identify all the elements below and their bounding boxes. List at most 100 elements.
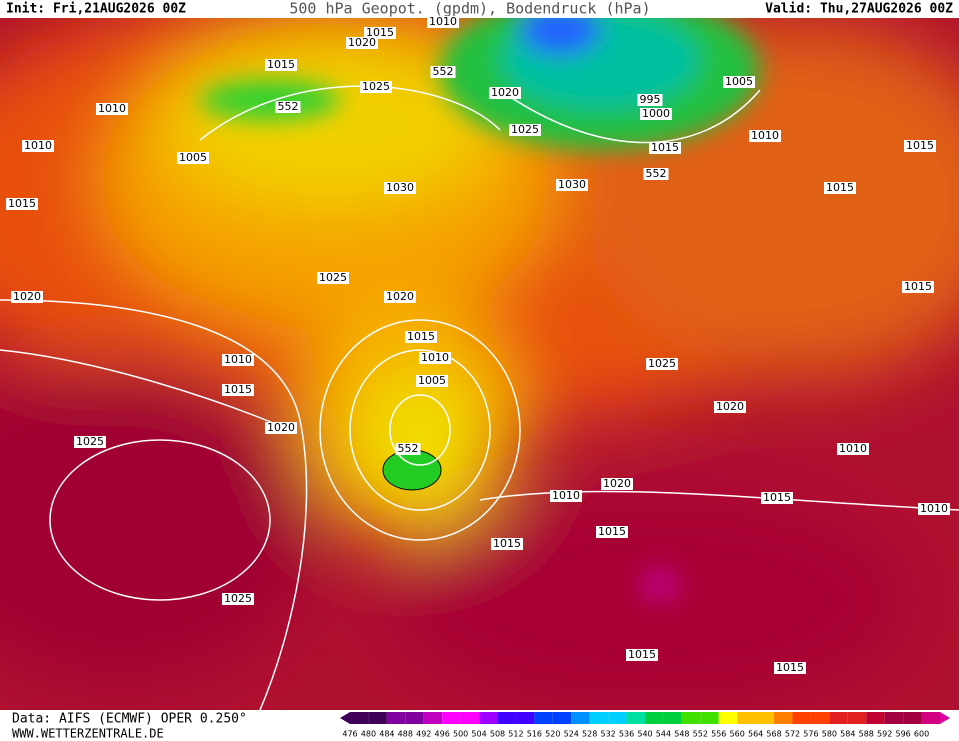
isobar-label: 1010: [224, 353, 252, 366]
label-box: [22, 140, 54, 152]
colorbar-cell: [386, 712, 406, 724]
colorbar-cell: [497, 712, 516, 724]
colorbar-cell: [829, 712, 848, 724]
colorbar-cell: [774, 712, 793, 724]
label-box: [902, 281, 934, 293]
header: Init: Fri,21AUG2026 00Z 500 hPa Geopot. …: [6, 0, 953, 18]
map-title: 500 hPa Geopot. (gpdm), Bodendruck (hPa): [289, 0, 650, 18]
isobar-label: 1005: [725, 75, 753, 88]
colorbar-cell: [755, 712, 775, 724]
colorbar-label: 492: [416, 730, 431, 739]
label-box: [405, 331, 437, 343]
isobar-label: 1015: [8, 197, 36, 210]
colorbar-label: 500: [453, 730, 468, 739]
colorbar-label: 532: [600, 730, 615, 739]
colorbar-cell: [792, 712, 811, 724]
label-box: [364, 27, 396, 39]
label-box: [556, 179, 588, 191]
label-box: [637, 94, 663, 106]
label-box: [427, 16, 459, 28]
label-box: [275, 101, 301, 113]
isobar-label: 1030: [558, 178, 586, 191]
label-box: [74, 436, 106, 448]
colorbar-label: 592: [877, 730, 892, 739]
colorbar-label: 544: [656, 730, 671, 739]
isobar-labels: 1010101510201015552102555210101020102599…: [6, 15, 950, 674]
site: WWW.WETTERZENTRALE.DE: [12, 727, 164, 741]
label-box: [774, 662, 806, 674]
colorbar-label: 476: [342, 730, 357, 739]
colorbar-cell: [884, 712, 904, 724]
isobar-label: 1025: [362, 80, 390, 93]
label-box: [395, 443, 421, 455]
colorbar-cell: [589, 712, 609, 724]
isobar-label: 1010: [839, 442, 867, 455]
label-box: [346, 37, 378, 49]
label-box: [11, 291, 43, 303]
isobar-label: 1015: [904, 280, 932, 293]
isobar-label: 1005: [418, 374, 446, 387]
label-box: [714, 401, 746, 413]
isobar-label: 1020: [13, 290, 41, 303]
colorbar-cell: [608, 712, 627, 724]
colorbar-label: 536: [619, 730, 634, 739]
isobar-label: 1005: [179, 151, 207, 164]
isobar-label: 1015: [776, 661, 804, 674]
colorbar-label: 488: [398, 730, 413, 739]
label-box: [489, 87, 521, 99]
isobar-label: 1015: [906, 139, 934, 152]
colorbar-cell: [866, 712, 885, 724]
isobar-label: 1020: [491, 86, 519, 99]
colorbar-label: 496: [435, 730, 450, 739]
colorbar-cell: [921, 712, 940, 724]
colorbar-label: 572: [785, 730, 800, 739]
colorbar-label: 520: [545, 730, 560, 739]
label-box: [837, 443, 869, 455]
isobar-label: 1010: [429, 15, 457, 28]
label-box: [96, 103, 128, 115]
colorbar-cell: [479, 712, 498, 724]
isobar-label: 1025: [511, 123, 539, 136]
colorbar-cell: [737, 712, 756, 724]
label-box: [222, 354, 254, 366]
colorbar-arrow: [940, 712, 950, 724]
colorbar-label: 600: [914, 730, 929, 739]
isobar-label: 1010: [920, 502, 948, 515]
isobar-label: 1025: [76, 435, 104, 448]
label-box: [643, 168, 669, 180]
data-source: Data: AIFS (ECMWF) OPER 0.250°: [12, 712, 247, 727]
label-box: [601, 478, 633, 490]
isobar-label: 1030: [386, 181, 414, 194]
colorbar-label: 576: [803, 730, 818, 739]
isobar-label: 552: [433, 65, 454, 78]
colorbar-cell: [405, 712, 424, 724]
colorbar-cell: [571, 712, 590, 724]
label-box: [640, 108, 672, 120]
isobar-label: 552: [646, 167, 667, 180]
colorbar: 476 480 484 488 492 496 500 504 508 512 516 520 524 5…: [340, 712, 950, 739]
isobar-label: 1010: [98, 102, 126, 115]
colorbar-cell: [515, 712, 535, 724]
label-box: [177, 152, 209, 164]
label-box: [761, 492, 793, 504]
label-box: [550, 490, 582, 502]
isobar-label: 1015: [598, 525, 626, 538]
isobar-label: 552: [278, 100, 299, 113]
isobar-label: 552: [398, 442, 419, 455]
isobar-label: 1015: [763, 491, 791, 504]
colorbar-label: 484: [379, 730, 394, 739]
colorbar-cell: [626, 712, 645, 724]
isobar-label: 1025: [648, 357, 676, 370]
colorbar-cell: [810, 712, 830, 724]
isobar-label: 1020: [267, 421, 295, 434]
label-box: [723, 76, 755, 88]
colorbar-cell: [350, 712, 369, 724]
label-box: [222, 384, 254, 396]
isobar-label: 1020: [348, 36, 376, 49]
colorbar-label: 528: [582, 730, 597, 739]
label-box: [626, 649, 658, 661]
colorbar-label: 564: [748, 730, 763, 739]
colorbar-label: 504: [471, 730, 486, 739]
label-box: [265, 59, 297, 71]
isobar-label: 1015: [366, 26, 394, 39]
